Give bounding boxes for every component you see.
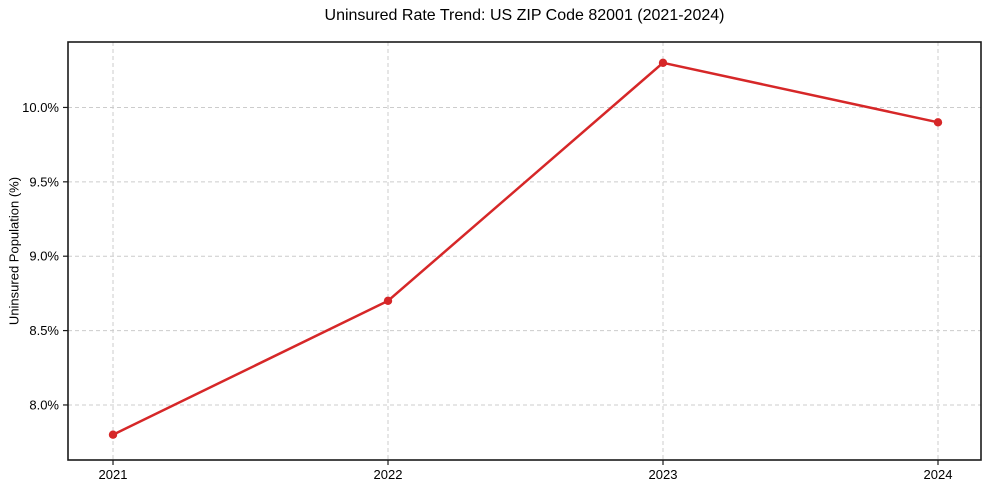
y-tick-label: 8.0%: [29, 397, 59, 412]
data-point: [658, 58, 668, 68]
y-tick-label: 10.0%: [22, 100, 59, 115]
x-tick-label: 2021: [99, 467, 128, 482]
y-tick-label: 9.5%: [29, 174, 59, 189]
y-tick-label: 9.0%: [29, 249, 59, 264]
data-point: [933, 118, 943, 127]
x-tick-label: 2023: [649, 467, 678, 482]
data-point: [108, 430, 118, 439]
y-tick-label: 8.5%: [29, 323, 59, 338]
trend-line: [111, 61, 940, 436]
data-point: [383, 296, 393, 306]
chart-title: Uninsured Rate Trend: US ZIP Code 82001 …: [324, 7, 725, 24]
x-tick-label: 2024: [924, 467, 953, 482]
x-tick-label: 2022: [374, 467, 403, 482]
plot-border: [67, 41, 982, 461]
